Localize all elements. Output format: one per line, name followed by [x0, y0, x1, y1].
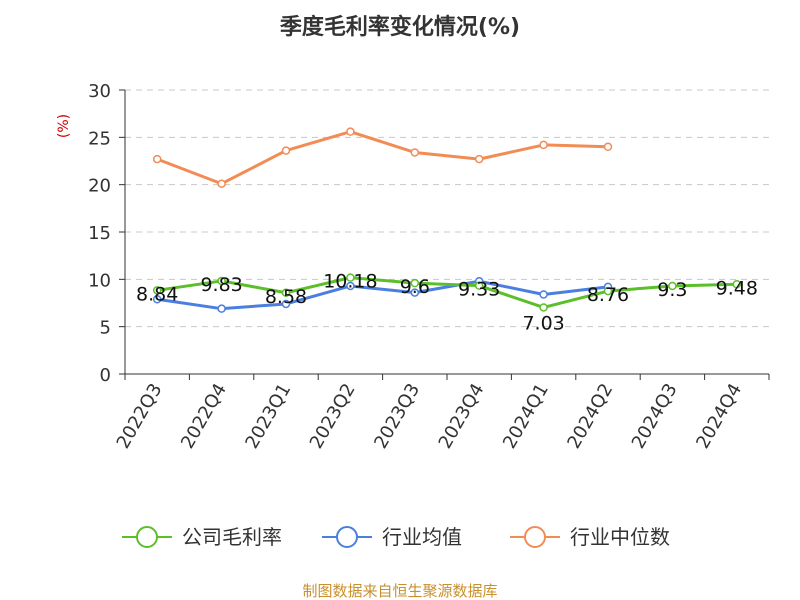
- data-point[interactable]: [346, 281, 355, 291]
- series-line: [156, 130, 609, 186]
- data-label: 9.83: [200, 274, 242, 296]
- data-label: 10.18: [323, 271, 377, 293]
- y-tick-label: 10: [88, 270, 111, 291]
- y-tick-label: 20: [88, 176, 111, 197]
- legend-label: 公司毛利率: [182, 525, 282, 549]
- data-point[interactable]: [281, 146, 291, 155]
- y-tick-label: 30: [88, 81, 111, 102]
- data-point[interactable]: [152, 286, 162, 295]
- data-label: 9.3: [657, 279, 687, 301]
- x-tick-label: 2023Q3: [370, 380, 424, 452]
- legend-marker: [136, 526, 158, 548]
- y-axis-label: (%): [56, 114, 72, 138]
- data-label: 9.6: [400, 276, 430, 298]
- data-point[interactable]: [539, 290, 548, 299]
- legend-label: 行业均值: [382, 525, 462, 549]
- data-point[interactable]: [539, 303, 548, 312]
- data-labels: 8.84 9.83 8.58 10.18 9.6 9.33 7.03 8.76 9.3 9.48: [136, 271, 758, 335]
- series-line: [156, 276, 737, 309]
- data-point[interactable]: [410, 288, 420, 297]
- data-point[interactable]: [732, 280, 742, 289]
- x-tick-label: 2024Q2: [563, 380, 617, 452]
- data-point[interactable]: [603, 142, 613, 152]
- data-point[interactable]: [217, 179, 226, 188]
- data-point[interactable]: [668, 281, 677, 291]
- data-point[interactable]: [152, 154, 162, 164]
- data-label: 8.84: [136, 283, 178, 305]
- x-tick-label: 2023Q2: [306, 380, 360, 452]
- series-line: [156, 279, 609, 311]
- data-source-note: 制图数据来自恒生聚源数据库: [302, 582, 497, 600]
- data-label: 9.33: [458, 279, 500, 301]
- data-point[interactable]: [474, 281, 484, 290]
- x-tick-label: 2024Q4: [692, 380, 746, 452]
- data-point[interactable]: [410, 278, 420, 288]
- legend-marker: [524, 526, 546, 548]
- x-tick-label: 2024Q1: [499, 380, 553, 452]
- y-tick-label: 5: [100, 318, 111, 339]
- data-label: 8.58: [265, 286, 307, 308]
- data-point[interactable]: [346, 273, 355, 282]
- legend-item[interactable]: 行业中位数: [510, 525, 670, 549]
- x-tick-label: 2023Q4: [435, 380, 489, 452]
- data-label: 8.76: [587, 284, 629, 306]
- data-point[interactable]: [346, 127, 355, 136]
- x-tick-label: 2022Q3: [113, 380, 167, 452]
- chart-title: 季度毛利率变化情况(%): [280, 14, 520, 40]
- data-point[interactable]: [281, 299, 291, 309]
- data-label: 9.48: [716, 277, 758, 299]
- data-point[interactable]: [152, 294, 162, 304]
- x-tick-label: 2022Q4: [177, 380, 231, 452]
- data-point[interactable]: [539, 140, 548, 150]
- legend-marker: [336, 526, 358, 548]
- legend-item[interactable]: 公司毛利率: [122, 525, 282, 549]
- x-tick-label: 2023Q1: [241, 380, 295, 452]
- data-label: 7.03: [522, 312, 564, 334]
- y-tick-label: 15: [88, 223, 111, 244]
- series-group: [152, 127, 742, 313]
- y-tick-label: 25: [88, 128, 111, 149]
- data-point[interactable]: [217, 304, 226, 313]
- gridlines: [125, 89, 769, 328]
- legend-label: 行业中位数: [570, 525, 670, 549]
- legend-item[interactable]: 行业均值: [322, 525, 462, 549]
- data-point[interactable]: [281, 288, 291, 298]
- y-tick-label: 0: [100, 365, 111, 386]
- legend[interactable]: 公司毛利率 行业均值 行业中位数: [122, 525, 670, 549]
- x-tick-label: 2024Q3: [628, 380, 682, 452]
- data-point[interactable]: [474, 154, 484, 164]
- data-point[interactable]: [603, 286, 613, 296]
- data-point[interactable]: [410, 148, 420, 157]
- data-point[interactable]: [217, 276, 226, 286]
